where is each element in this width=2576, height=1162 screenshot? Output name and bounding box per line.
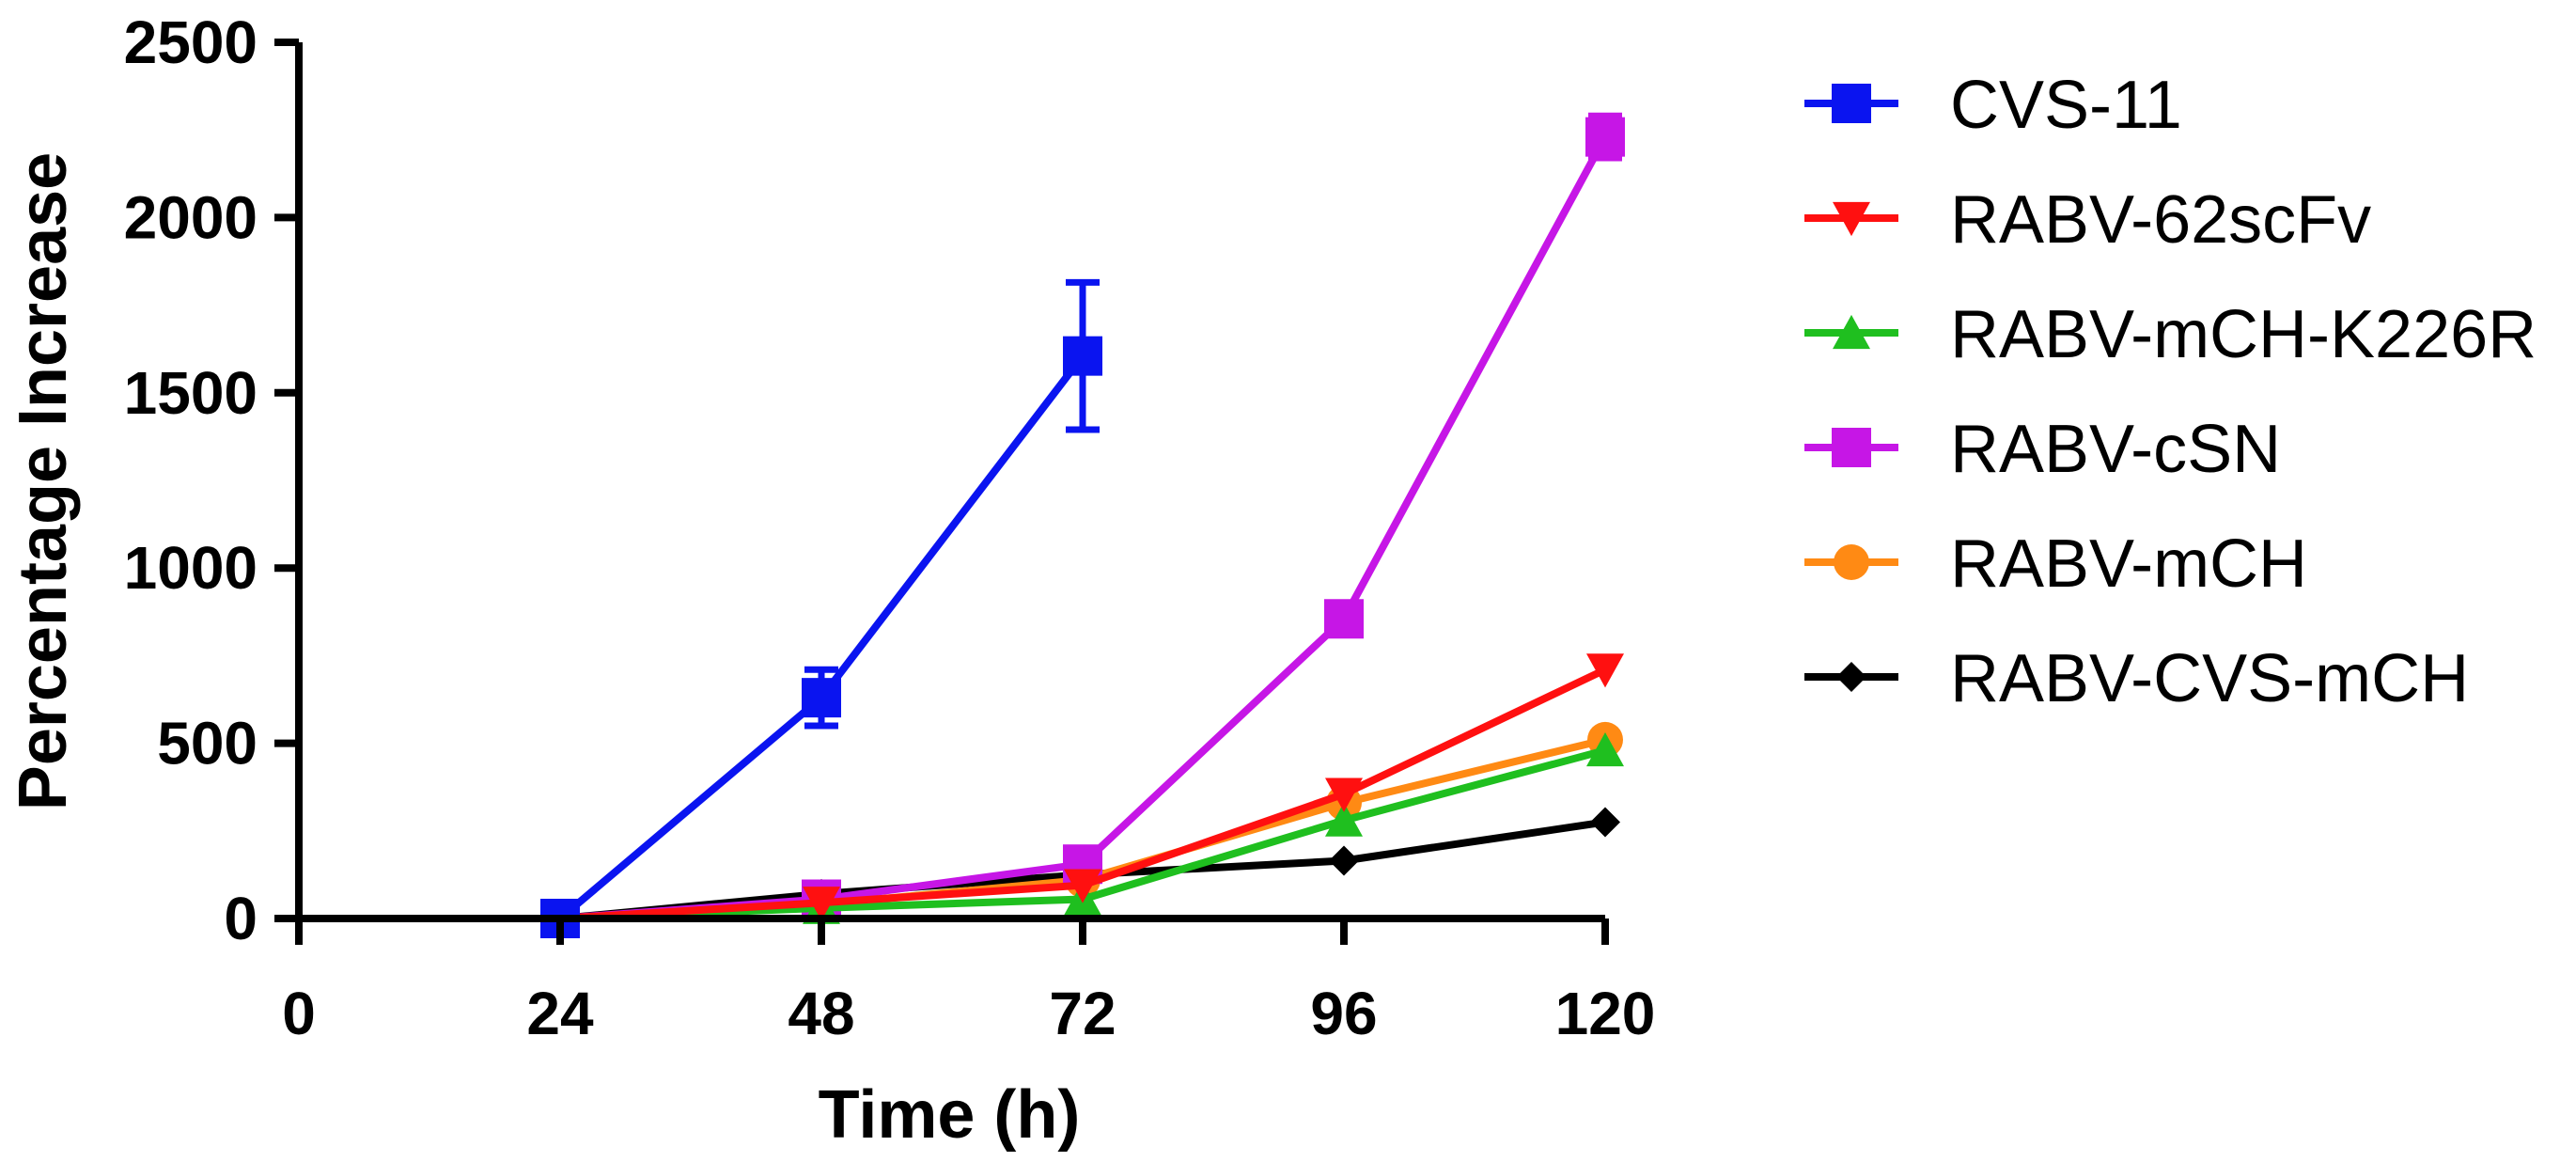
data-point	[1325, 777, 1363, 812]
legend-item: RABV-mCH	[1804, 526, 2307, 602]
plot-area	[540, 112, 1625, 938]
legend-item: RABV-cSN	[1804, 412, 2281, 487]
y-axis-title: Percentage Increase	[6, 152, 81, 810]
data-point	[1590, 807, 1620, 838]
x-tick-label: 24	[526, 980, 594, 1047]
legend-label: RABV-62scFv	[1950, 182, 2371, 258]
y-tick-label: 1500	[124, 359, 258, 427]
data-point	[1586, 653, 1624, 688]
data-point	[1325, 802, 1363, 837]
data-point	[1324, 599, 1364, 639]
x-ticks: 0 24 48 72 96 120	[282, 919, 1655, 1047]
legend-marker	[1833, 314, 1870, 350]
data-point	[1585, 117, 1625, 157]
legend-item: CVS-11	[1804, 68, 2182, 143]
x-tick-label: 72	[1049, 980, 1116, 1047]
y-tick-label: 500	[157, 710, 258, 777]
data-point	[1063, 336, 1102, 376]
legend-label: CVS-11	[1950, 68, 2182, 143]
series-CVS-11	[540, 278, 1102, 938]
data-point	[1586, 731, 1624, 767]
data-point	[1329, 845, 1359, 876]
y-ticks: 0 500 1000 1500 2000 2500	[124, 8, 299, 952]
legend-marker	[1832, 428, 1871, 467]
legend-label: RABV-CVS-mCH	[1950, 641, 2469, 716]
legend-marker	[1832, 84, 1871, 123]
data-point	[802, 678, 841, 718]
axes: 0 500 1000 1500 2000 2500 0 24 48 72 96 120 Time (…	[6, 8, 1655, 1153]
legend-marker	[1834, 544, 1869, 580]
x-tick-label: 48	[788, 980, 854, 1047]
legend-marker	[1833, 201, 1870, 237]
x-tick-label: 0	[282, 980, 316, 1047]
series-line	[556, 352, 1086, 922]
x-tick-label: 120	[1555, 980, 1656, 1047]
legend-marker	[1836, 662, 1866, 692]
legend: CVS-11 RABV-62scFv RABV-mCH-K226R RABV-cSN R…	[1804, 68, 2537, 716]
x-tick-label: 96	[1310, 980, 1377, 1047]
y-tick-label: 2000	[124, 183, 258, 251]
series-line	[556, 133, 1609, 922]
data-point	[803, 887, 840, 921]
legend-item: RABV-62scFv	[1804, 182, 2371, 258]
legend-item: RABV-CVS-mCH	[1804, 641, 2469, 716]
legend-label: RABV-mCH	[1950, 526, 2307, 602]
data-point	[1064, 869, 1101, 903]
legend-item: RABV-mCH-K226R	[1804, 297, 2537, 372]
y-tick-label: 1000	[124, 534, 258, 602]
legend-label: RABV-mCH-K226R	[1950, 297, 2537, 372]
x-axis-title: Time (h)	[819, 1077, 1081, 1153]
series-RABV-cSN	[540, 112, 1625, 938]
y-tick-label: 0	[224, 885, 258, 952]
legend-label: RABV-cSN	[1950, 412, 2281, 487]
y-tick-label: 2500	[124, 8, 258, 76]
